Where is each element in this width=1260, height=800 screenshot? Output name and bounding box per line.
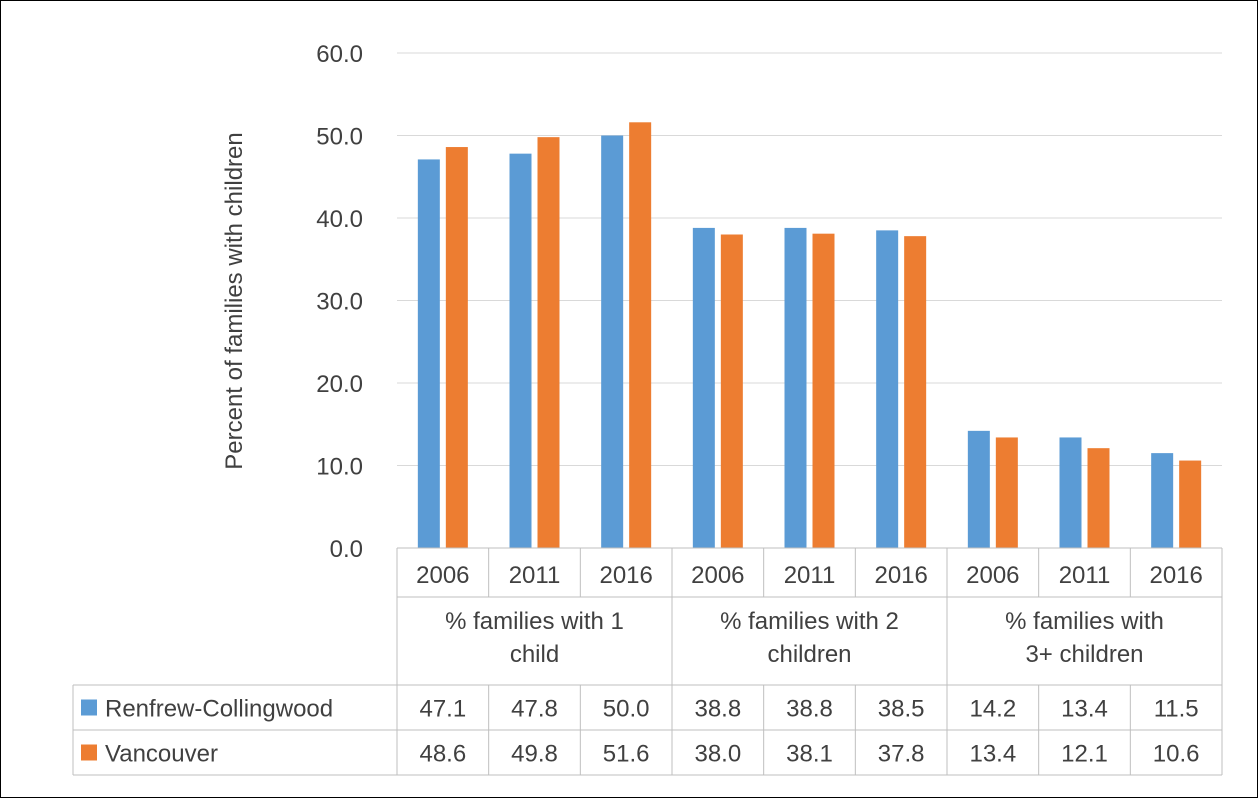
x-tick-label: 2006	[416, 562, 469, 589]
bar-renfrew-collingwood	[876, 230, 899, 548]
y-tick-label: 0.0	[330, 536, 363, 563]
data-label: 14.2	[969, 696, 1016, 723]
bar-vancouver	[720, 234, 743, 548]
x-tick-label: 2006	[966, 562, 1019, 589]
x-group-label: % families with 1	[445, 608, 624, 635]
legend-swatch	[81, 699, 97, 716]
data-label: 38.5	[878, 696, 925, 723]
data-label: 38.0	[694, 741, 741, 768]
bar-vancouver	[904, 236, 927, 548]
bar-vancouver	[1087, 448, 1110, 548]
bar-renfrew-collingwood	[784, 227, 807, 548]
bar-vancouver	[995, 437, 1018, 548]
x-group-label: % families with	[1005, 608, 1164, 635]
data-label: 38.8	[694, 696, 741, 723]
bar-vancouver	[537, 137, 560, 548]
bar-renfrew-collingwood	[601, 135, 624, 548]
x-group-label: % families with 2	[720, 608, 899, 635]
y-tick-label: 60.0	[316, 41, 363, 68]
data-label: 38.1	[786, 741, 833, 768]
bar-renfrew-collingwood	[1059, 437, 1082, 548]
data-label: 47.8	[511, 696, 558, 723]
y-axis-label: Percent of families with children	[221, 132, 248, 469]
bar-renfrew-collingwood	[509, 153, 532, 548]
legend-swatch	[81, 744, 97, 761]
bar-vancouver	[445, 147, 468, 549]
bar-vancouver	[629, 122, 652, 549]
y-tick-label: 30.0	[316, 289, 363, 316]
data-label: 38.8	[786, 696, 833, 723]
data-label: 49.8	[511, 741, 558, 768]
data-label: 37.8	[878, 741, 925, 768]
data-label: 48.6	[419, 741, 466, 768]
legend-label: Renfrew-Collingwood	[105, 696, 333, 723]
data-label: 13.4	[969, 741, 1016, 768]
y-tick-label: 10.0	[316, 454, 363, 481]
bar-renfrew-collingwood	[967, 430, 990, 548]
y-tick-label: 20.0	[316, 371, 363, 398]
data-label: 10.6	[1153, 741, 1200, 768]
bar-vancouver	[1179, 460, 1202, 548]
x-tick-label: 2011	[1059, 562, 1111, 589]
data-label: 50.0	[603, 696, 650, 723]
data-label: 11.5	[1154, 696, 1199, 723]
y-tick-label: 50.0	[316, 124, 363, 151]
data-label: 13.4	[1061, 696, 1108, 723]
bar-renfrew-collingwood	[417, 159, 440, 549]
x-group-label: child	[510, 641, 559, 668]
bar-renfrew-collingwood	[692, 227, 715, 548]
legend-label: Vancouver	[105, 741, 218, 768]
bar-renfrew-collingwood	[1151, 453, 1174, 548]
x-tick-label: 2016	[599, 562, 652, 589]
bar-vancouver	[812, 233, 835, 549]
x-tick-label: 2011	[784, 562, 836, 589]
data-label: 51.6	[603, 741, 650, 768]
x-tick-label: 2006	[691, 562, 744, 589]
data-label: 47.1	[419, 696, 466, 723]
x-tick-label: 2011	[509, 562, 561, 589]
x-group-label: children	[767, 641, 851, 668]
x-tick-label: 2016	[1149, 562, 1202, 589]
x-group-label: 3+ children	[1025, 641, 1143, 668]
data-label: 12.1	[1061, 741, 1108, 768]
x-tick-label: 2016	[874, 562, 927, 589]
y-tick-label: 40.0	[316, 206, 363, 233]
